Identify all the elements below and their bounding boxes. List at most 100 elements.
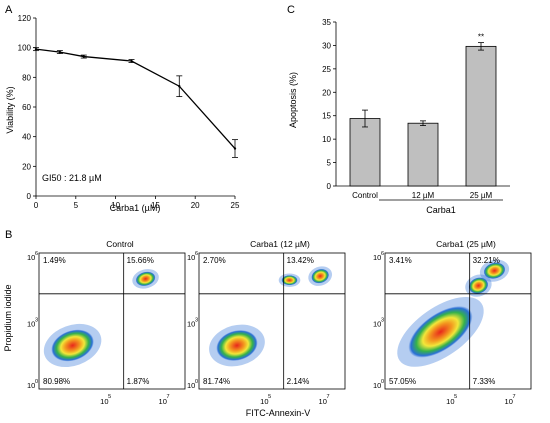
viability-y-tick-label: 80 xyxy=(22,73,31,82)
apoptosis-bar xyxy=(407,122,439,187)
x-tick-exponent: 7 xyxy=(327,394,330,400)
cell-population xyxy=(483,262,506,279)
cytometry-plot-title: Control xyxy=(106,239,134,249)
viability-x-tick-label: 0 xyxy=(34,201,39,210)
apoptosis-y-tick-label: 15 xyxy=(322,112,331,121)
y-tick-exponent: 3 xyxy=(195,318,198,324)
x-tick-exponent: 5 xyxy=(108,394,111,400)
y-tick-base: 10 xyxy=(27,381,35,390)
viability-x-label: Carba1 (µM) xyxy=(110,203,161,213)
viability-chart: Viability (%) Carba1 (µM) GI50 : 21.8 µM… xyxy=(5,14,240,213)
apoptosis-y-tick-label: 10 xyxy=(322,135,331,144)
x-tick-base: 10 xyxy=(505,397,513,406)
y-tick-exponent: 0 xyxy=(381,379,384,385)
viability-line xyxy=(35,48,236,149)
viability-point xyxy=(130,59,133,63)
apoptosis-y-tick-label: 0 xyxy=(327,182,332,191)
apoptosis-category-label: Control xyxy=(352,191,378,200)
cell-population xyxy=(135,271,156,287)
y-tick-base: 10 xyxy=(27,253,35,262)
viability-y-tick-label: 100 xyxy=(18,44,32,53)
viability-y-tick-label: 120 xyxy=(18,14,32,23)
significance-marker: ** xyxy=(478,33,484,42)
quadrant-upper-right-value: 15.66% xyxy=(127,256,154,265)
apoptosis-category-label: 25 µM xyxy=(470,191,493,200)
y-tick-exponent: 3 xyxy=(35,318,38,324)
y-tick-base: 10 xyxy=(373,320,381,329)
y-tick-base: 10 xyxy=(373,381,381,390)
viability-y-label: Viability (%) xyxy=(5,86,15,133)
apoptosis-y-tick-label: 20 xyxy=(322,88,331,97)
y-tick-exponent: 6 xyxy=(381,251,384,257)
x-tick-exponent: 5 xyxy=(454,394,457,400)
gi50-annotation: GI50 : 21.8 µM xyxy=(42,173,102,183)
panel-label-c: C xyxy=(287,4,295,16)
cytometry-plot-title: Carba1 (12 µM) xyxy=(250,239,310,249)
viability-point xyxy=(82,55,85,58)
x-tick-exponent: 7 xyxy=(513,394,516,400)
viability-y-tick-label: 20 xyxy=(22,162,31,171)
y-tick-exponent: 6 xyxy=(35,251,38,257)
apoptosis-y-tick-label: 30 xyxy=(322,41,331,50)
viability-y-tick-label: 0 xyxy=(27,192,32,201)
cell-population xyxy=(281,275,298,286)
quadrant-lower-left-value: 81.74% xyxy=(203,377,230,386)
cell-population xyxy=(311,268,329,284)
quadrant-upper-left-value: 2.70% xyxy=(203,256,226,265)
apoptosis-bar xyxy=(349,118,381,187)
viability-point xyxy=(233,147,237,150)
y-tick-base: 10 xyxy=(373,253,381,262)
y-tick-base: 10 xyxy=(27,320,35,329)
quadrant-upper-left-value: 1.49% xyxy=(43,256,66,265)
y-tick-base: 10 xyxy=(187,253,195,262)
apoptosis-y-tick-label: 5 xyxy=(327,159,332,168)
y-tick-exponent: 0 xyxy=(195,379,198,385)
apoptosis-bar xyxy=(465,45,497,187)
y-tick-base: 10 xyxy=(187,381,195,390)
quadrant-upper-left-value: 3.41% xyxy=(389,256,412,265)
apoptosis-y-tick-label: 35 xyxy=(322,18,331,27)
apoptosis-chart: Apoptosis (%) Carba1 0 5 10 15 20 25 30 35 Contr… xyxy=(288,18,510,215)
viability-point xyxy=(34,47,38,51)
flow-cytometry-panel: Propidium iodide FITC-Annexin-V Control 1… xyxy=(3,239,532,418)
x-tick-base: 10 xyxy=(260,397,268,406)
viability-y-tick-label: 60 xyxy=(22,103,31,112)
quadrant-upper-right-value: 32.21% xyxy=(473,256,500,265)
viability-x-tick-label: 10 xyxy=(111,201,120,210)
quadrant-lower-right-value: 7.33% xyxy=(473,377,496,386)
viability-x-tick-label: 15 xyxy=(151,201,160,210)
x-tick-base: 10 xyxy=(159,397,167,406)
y-tick-exponent: 0 xyxy=(35,379,38,385)
y-tick-base: 10 xyxy=(187,320,195,329)
x-tick-exponent: 7 xyxy=(167,394,170,400)
panel-label-a: A xyxy=(5,4,13,16)
quadrant-lower-right-value: 1.87% xyxy=(127,377,150,386)
apoptosis-y-label: Apoptosis (%) xyxy=(288,72,298,128)
viability-point xyxy=(58,50,62,54)
apoptosis-y-tick-label: 25 xyxy=(322,65,331,74)
quadrant-lower-left-value: 57.05% xyxy=(389,377,416,386)
quadrant-lower-right-value: 2.14% xyxy=(287,377,310,386)
viability-y-tick-label: 40 xyxy=(22,133,31,142)
annexin-axis-label: FITC-Annexin-V xyxy=(246,408,311,418)
viability-x-tick-label: 25 xyxy=(231,201,240,210)
cell-population xyxy=(216,330,258,361)
x-tick-base: 10 xyxy=(319,397,327,406)
cell-population xyxy=(408,306,473,358)
viability-x-tick-label: 20 xyxy=(191,201,200,210)
apoptosis-category-label: 12 µM xyxy=(412,191,435,200)
quadrant-upper-right-value: 13.42% xyxy=(287,256,314,265)
y-tick-exponent: 6 xyxy=(195,251,198,257)
quadrant-lower-left-value: 80.98% xyxy=(43,377,70,386)
x-tick-base: 10 xyxy=(446,397,454,406)
viability-x-tick-label: 5 xyxy=(74,201,79,210)
cytometry-plot-frame xyxy=(38,252,186,390)
x-tick-exponent: 5 xyxy=(268,394,271,400)
y-tick-exponent: 3 xyxy=(381,318,384,324)
x-tick-base: 10 xyxy=(100,397,108,406)
cell-population xyxy=(51,329,94,362)
panel-label-b: B xyxy=(5,229,12,241)
pi-axis-label: Propidium iodide xyxy=(3,284,13,351)
viability-point xyxy=(178,85,181,88)
